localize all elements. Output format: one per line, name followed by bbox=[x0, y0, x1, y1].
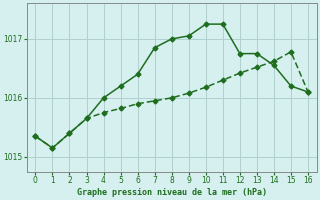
X-axis label: Graphe pression niveau de la mer (hPa): Graphe pression niveau de la mer (hPa) bbox=[77, 188, 267, 197]
